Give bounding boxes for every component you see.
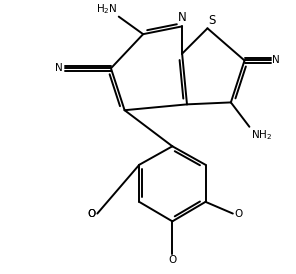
Text: NH$_2$: NH$_2$ — [251, 128, 273, 142]
Text: H$_2$N: H$_2$N — [96, 2, 118, 16]
Text: N: N — [272, 56, 279, 65]
Text: O: O — [168, 255, 176, 266]
Text: O: O — [235, 209, 243, 219]
Text: O: O — [87, 209, 95, 219]
Text: N: N — [55, 63, 63, 73]
Text: O: O — [87, 209, 95, 219]
Text: N: N — [178, 12, 186, 24]
Text: S: S — [208, 14, 216, 27]
